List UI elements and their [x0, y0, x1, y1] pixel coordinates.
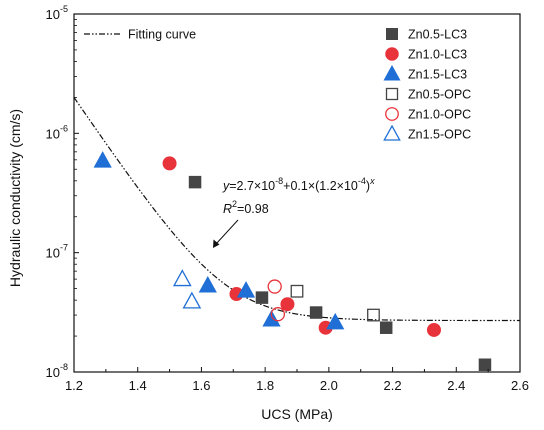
annotation-arrow [213, 219, 239, 248]
legend-marker-zn1-0-lc3 [385, 47, 399, 61]
point-zn1-5-lc3 [236, 281, 256, 298]
point-zn1-5-lc3 [326, 312, 345, 330]
point-zn0-5-opc [290, 284, 304, 298]
point-zn1-5-lc3 [198, 275, 217, 293]
y-tick-label: 10-5 [46, 4, 68, 22]
point-zn1-5-opc [182, 291, 202, 309]
y-tick-label: 10-6 [46, 123, 68, 141]
point-zn0-5-lc3 [255, 291, 269, 304]
x-tick-label: 2.4 [447, 378, 465, 393]
data-marks-layer [93, 151, 492, 372]
x-tick-label: 1.8 [256, 378, 274, 393]
legend-marker-zn0-5-lc3 [386, 28, 398, 40]
x-tick-label: 2.2 [384, 378, 402, 393]
y-tick-label: 10-7 [46, 243, 68, 261]
point-zn1-0-lc3 [280, 297, 295, 312]
point-zn1-0-opc [270, 307, 286, 322]
point-zn1-0-lc3 [426, 322, 441, 337]
legend-marker-zn1-5-lc3 [383, 64, 401, 81]
x-tick-label: 2.6 [511, 378, 529, 393]
legend-marker-zn1-0-opc [385, 107, 399, 121]
legend-fit-label: Fitting curve [128, 28, 196, 42]
fit-equation: y=2.7×10-8+0.1×(1.2×10-4)x [222, 176, 375, 193]
point-zn0-5-opc [367, 308, 380, 322]
legend-label-zn1-0-lc3: Zn1.0-LC3 [408, 48, 467, 62]
fit-curve-layer [73, 97, 520, 322]
legend-label-zn1-5-lc3: Zn1.5-LC3 [408, 68, 467, 82]
point-zn1-5-lc3 [262, 309, 281, 327]
point-zn1-5-opc [172, 269, 192, 287]
legend-marker-zn0-5-opc [385, 87, 399, 101]
series-legend: Zn0.5-LC3 Zn1.0-LC3 Zn1.5-LC3 Zn0.5-OPC Zn1.… [383, 28, 471, 142]
x-tick-label: 1.6 [192, 378, 210, 393]
fit-r-squared: R2=0.98 [223, 199, 269, 216]
point-zn0-5-lc3 [309, 306, 323, 319]
x-tick-label: 2.0 [320, 378, 338, 393]
fit-curve [73, 97, 520, 322]
x-tick-label: 1.4 [129, 378, 147, 393]
point-zn1-0-opc [267, 279, 282, 294]
x-axis-title: UCS (MPa) [261, 406, 333, 422]
x-tick-label: 1.2 [65, 378, 83, 393]
point-zn1-5-lc3 [93, 151, 112, 168]
legend-fit: Fitting curve [84, 28, 196, 42]
y-tick-label: 10-8 [46, 362, 68, 380]
point-zn0-5-lc3 [188, 175, 202, 189]
y-axis-title: Hydraulic conductivity (cm/s) [7, 109, 23, 287]
legend-marker-zn1-5-opc [383, 124, 401, 141]
legend-label-zn0-5-lc3: Zn0.5-LC3 [408, 28, 467, 42]
point-zn0-5-lc3 [379, 321, 393, 334]
legend-label-zn0-5-opc: Zn0.5-OPC [408, 88, 471, 102]
legend-label-zn1-5-opc: Zn1.5-OPC [408, 128, 471, 142]
point-zn0-5-lc3 [478, 358, 492, 372]
point-zn1-0-lc3 [162, 156, 177, 171]
legend-label-zn1-0-opc: Zn1.0-OPC [408, 108, 471, 122]
axis-ticks-layer: 1.2 1.4 1.6 1.8 2.0 2.2 2.4 2.6 10-8 10-7 10-6 10-5 [46, 4, 530, 393]
